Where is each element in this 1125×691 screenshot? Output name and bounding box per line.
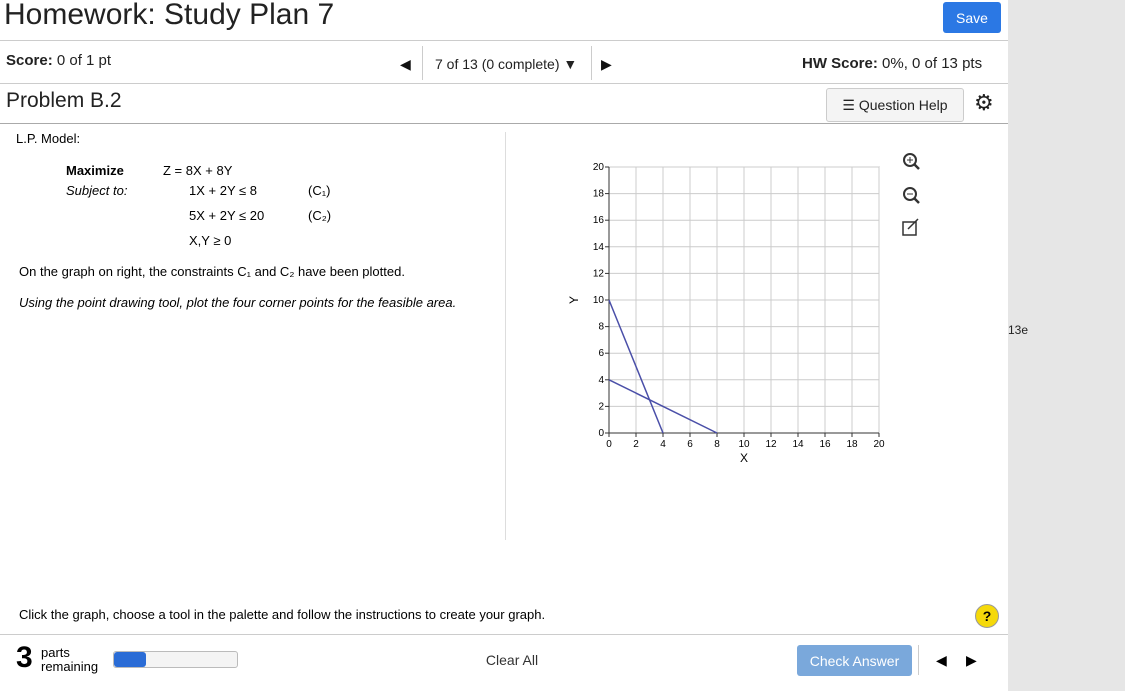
constraint-label: (C₁)	[308, 183, 331, 198]
next-arrow[interactable]: ▶	[966, 652, 977, 668]
graph[interactable]: 0 2 4 6 8 10 12 14 16 18 20 0 2 4 6 8 10 12 14 16 18 20 X Y	[560, 150, 900, 480]
question-help[interactable]: ☰ Question Help	[826, 88, 964, 122]
main-panel: Homework: Study Plan 7 Save Score: 0 of …	[0, 0, 1008, 691]
graph-hint: Click the graph, choose a tool in the pa…	[19, 607, 546, 622]
divider	[505, 132, 506, 540]
score-label: Score:	[6, 52, 53, 69]
popout[interactable]	[902, 218, 919, 236]
y-tick-label: 18	[593, 189, 605, 200]
constraint-label: (C₂)	[308, 208, 332, 223]
parts-count: 3	[16, 641, 33, 674]
score-value: 0 of 1 pt	[56, 52, 112, 69]
prev-arrow[interactable]: ◀	[936, 652, 947, 668]
instruction: Using the point drawing tool, plot the f…	[19, 295, 457, 310]
progress-fill	[114, 652, 146, 667]
graph-tools	[902, 153, 920, 236]
divider	[918, 645, 919, 675]
problem-title: Problem B.2	[6, 89, 122, 112]
clear-all[interactable]: Clear All	[485, 652, 539, 668]
zoom-out[interactable]	[903, 187, 920, 204]
y-tick-label: 20	[593, 162, 605, 173]
constraint: X,Y ≥ 0	[189, 233, 232, 248]
hw-value: 0%, 0 of 13 pts	[882, 55, 983, 72]
prev-arrow[interactable]: ◀	[400, 56, 411, 72]
zoom-in[interactable]	[903, 153, 920, 170]
maximize: Maximize	[66, 163, 124, 178]
check-answer[interactable]: Check Answer	[797, 645, 912, 676]
x-tick-label: 14	[792, 439, 804, 450]
subject-to: Subject to:	[66, 183, 128, 198]
hw-score: HW Score: 0%, 0 of 13 pts	[802, 55, 982, 72]
y-axis-label: Y	[567, 296, 581, 304]
y-tick-label: 2	[598, 401, 604, 412]
x-axis-label: X	[740, 451, 748, 465]
nav-select[interactable]: 7 of 13 (0 complete) ▼	[435, 56, 578, 72]
parts-label: parts	[41, 645, 70, 660]
instruction: On the graph on right, the constraints C…	[19, 264, 405, 279]
y-tick-label: 14	[593, 242, 605, 253]
help-text: Question Help	[858, 97, 948, 113]
x-tick-label: 0	[606, 439, 612, 450]
constraint: 1X + 2Y ≤ 8	[189, 183, 257, 198]
y-tick-label: 12	[593, 268, 605, 279]
x-tick-label: 4	[660, 439, 666, 450]
page-title: Homework: Study Plan 7	[4, 0, 335, 31]
progress-bar	[113, 651, 238, 668]
x-tick-label: 2	[633, 439, 639, 450]
y-tick-label: 8	[598, 322, 604, 333]
side-label: 13e	[1008, 323, 1029, 337]
x-tick-label: 6	[687, 439, 693, 450]
x-tick-label: 18	[846, 439, 858, 450]
nav-box	[422, 46, 592, 80]
y-tick-label: 4	[598, 375, 604, 386]
x-tick-label: 8	[714, 439, 720, 450]
x-tick-label: 10	[738, 439, 750, 450]
settings-icon[interactable]: ⚙	[974, 90, 994, 115]
nav-text: 7 of 13 (0 complete)	[435, 56, 560, 72]
y-tick-label: 10	[593, 295, 605, 306]
next-arrow[interactable]: ▶	[601, 56, 612, 72]
hw-label: HW Score:	[802, 55, 878, 72]
constraint-line	[608, 299, 664, 434]
x-tick-label: 20	[873, 439, 885, 450]
y-tick-label: 0	[598, 428, 604, 439]
y-tick-label: 16	[593, 215, 605, 226]
x-tick-label: 12	[765, 439, 777, 450]
save-button[interactable]: Save	[943, 2, 1001, 33]
model-heading: L.P. Model:	[16, 131, 81, 146]
objective: Z = 8X + 8Y	[163, 163, 233, 178]
y-tick-label: 6	[598, 348, 604, 359]
remaining-label: remaining	[41, 659, 99, 674]
constraint-line	[608, 379, 718, 434]
help-icon[interactable]: ?	[975, 604, 999, 628]
constraint: 5X + 2Y ≤ 20	[189, 208, 265, 223]
x-tick-label: 16	[819, 439, 831, 450]
score: Score: 0 of 1 pt	[6, 52, 111, 69]
